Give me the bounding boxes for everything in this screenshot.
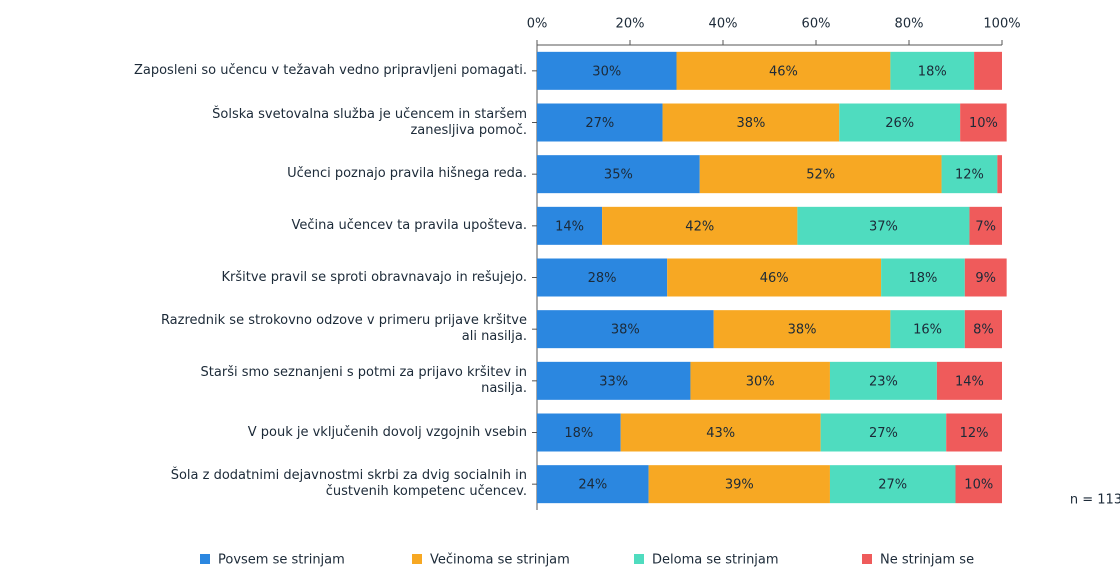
category-label: Zaposleni so učencu v težavah vedno prip… — [133, 62, 527, 78]
value-label: 46% — [760, 271, 789, 286]
value-label: 30% — [746, 374, 775, 389]
bar-segment — [936, 361, 1002, 400]
legend-swatch — [862, 554, 872, 564]
value-label: 23% — [869, 374, 898, 389]
value-label: 14% — [555, 219, 584, 234]
bar-segment — [964, 310, 1002, 349]
category-label: Večina učencev ta pravila upošteva. — [291, 217, 527, 233]
bar-segment — [829, 465, 956, 504]
x-tick-label: 80% — [895, 17, 924, 32]
bar-segment — [662, 103, 840, 142]
value-label: 18% — [908, 271, 937, 286]
bar-segment — [890, 51, 975, 90]
bar-segment — [699, 155, 942, 194]
value-label: 30% — [592, 64, 621, 79]
bar-segment — [881, 258, 965, 297]
bar-segment — [537, 103, 663, 142]
legend-label: Povsem se strinjam — [218, 553, 345, 567]
value-label: 9% — [975, 271, 996, 286]
legend-swatch — [200, 554, 210, 564]
value-label: 24% — [578, 478, 607, 493]
category-label: Kršitve pravil se sproti obravnavajo in … — [221, 269, 527, 285]
value-label: 18% — [918, 64, 947, 79]
bar-segment — [537, 51, 677, 90]
legend-label: Deloma se strinjam — [652, 553, 779, 567]
value-label: 52% — [806, 168, 835, 183]
category-label: Šolska svetovalna služba je učencem in s… — [212, 106, 527, 138]
bar-segment — [797, 206, 970, 245]
value-label: 38% — [611, 323, 640, 338]
bar-segment — [974, 51, 1002, 90]
bar-segment — [537, 465, 649, 504]
value-label: 16% — [913, 323, 942, 338]
x-tick-label: 40% — [709, 17, 738, 32]
x-tick-label: 100% — [983, 17, 1020, 32]
bar-segment — [946, 413, 1002, 452]
value-label: 7% — [975, 219, 996, 234]
bar-segment — [941, 155, 998, 194]
value-label: 39% — [725, 478, 754, 493]
x-tick-label: 0% — [527, 17, 548, 32]
bar-segment — [537, 258, 668, 297]
value-label: 12% — [960, 426, 989, 441]
value-label: 28% — [588, 271, 617, 286]
value-label: 46% — [769, 64, 798, 79]
bar-segment — [890, 310, 965, 349]
bar-segment — [620, 413, 821, 452]
bar-segment — [690, 361, 830, 400]
legend-label: Ne strinjam se — [880, 553, 974, 567]
value-label: 33% — [599, 374, 628, 389]
bar-segment — [964, 258, 1007, 297]
bar-segment — [713, 310, 891, 349]
annotation: n = 113 — [1070, 493, 1120, 508]
value-label: 12% — [955, 168, 984, 183]
value-label: 14% — [955, 374, 984, 389]
value-label: 42% — [685, 219, 714, 234]
bar-segment — [537, 155, 700, 194]
bar-segment — [820, 413, 947, 452]
value-label: 8% — [973, 323, 994, 338]
value-label: 26% — [885, 116, 914, 131]
x-tick-label: 20% — [616, 17, 645, 32]
bar-segment — [969, 206, 1002, 245]
category-label: V pouk je vključenih dovolj vzgojnih vse… — [247, 424, 527, 440]
value-label: 27% — [878, 478, 907, 493]
bar-segment — [648, 465, 830, 504]
category-label: Šola z dodatnimi dejavnostmi skrbi za dv… — [170, 468, 527, 500]
value-label: 35% — [604, 168, 633, 183]
bar-segment — [537, 310, 714, 349]
value-label: 10% — [969, 116, 998, 131]
bar-segment — [537, 206, 603, 245]
bar-segment — [829, 361, 937, 400]
category-label: Razrednik se strokovno odzove v primeru … — [160, 313, 527, 345]
value-label: 27% — [869, 426, 898, 441]
category-label: Starši smo seznanjeni s potmi za prijavo… — [200, 364, 527, 396]
bar-segment — [537, 413, 621, 452]
bar-segment — [955, 465, 1002, 504]
value-label: 38% — [788, 323, 817, 338]
bar-segment — [839, 103, 961, 142]
value-label: 37% — [869, 219, 898, 234]
bar-segment — [602, 206, 798, 245]
value-label: 38% — [736, 116, 765, 131]
bar-segment — [537, 361, 691, 400]
value-label: 18% — [564, 426, 593, 441]
value-label: 10% — [964, 478, 993, 493]
bar-segment — [997, 155, 1002, 194]
legend-label: Večinoma se strinjam — [430, 553, 570, 567]
bar-segment — [676, 51, 891, 90]
category-label: Učenci poznajo pravila hišnega reda. — [287, 166, 527, 182]
value-label: 43% — [706, 426, 735, 441]
x-tick-label: 60% — [802, 17, 831, 32]
bar-segment — [960, 103, 1007, 142]
value-label: 27% — [585, 116, 614, 131]
bar-segment — [667, 258, 882, 297]
legend-swatch — [634, 554, 644, 564]
legend-swatch — [412, 554, 422, 564]
